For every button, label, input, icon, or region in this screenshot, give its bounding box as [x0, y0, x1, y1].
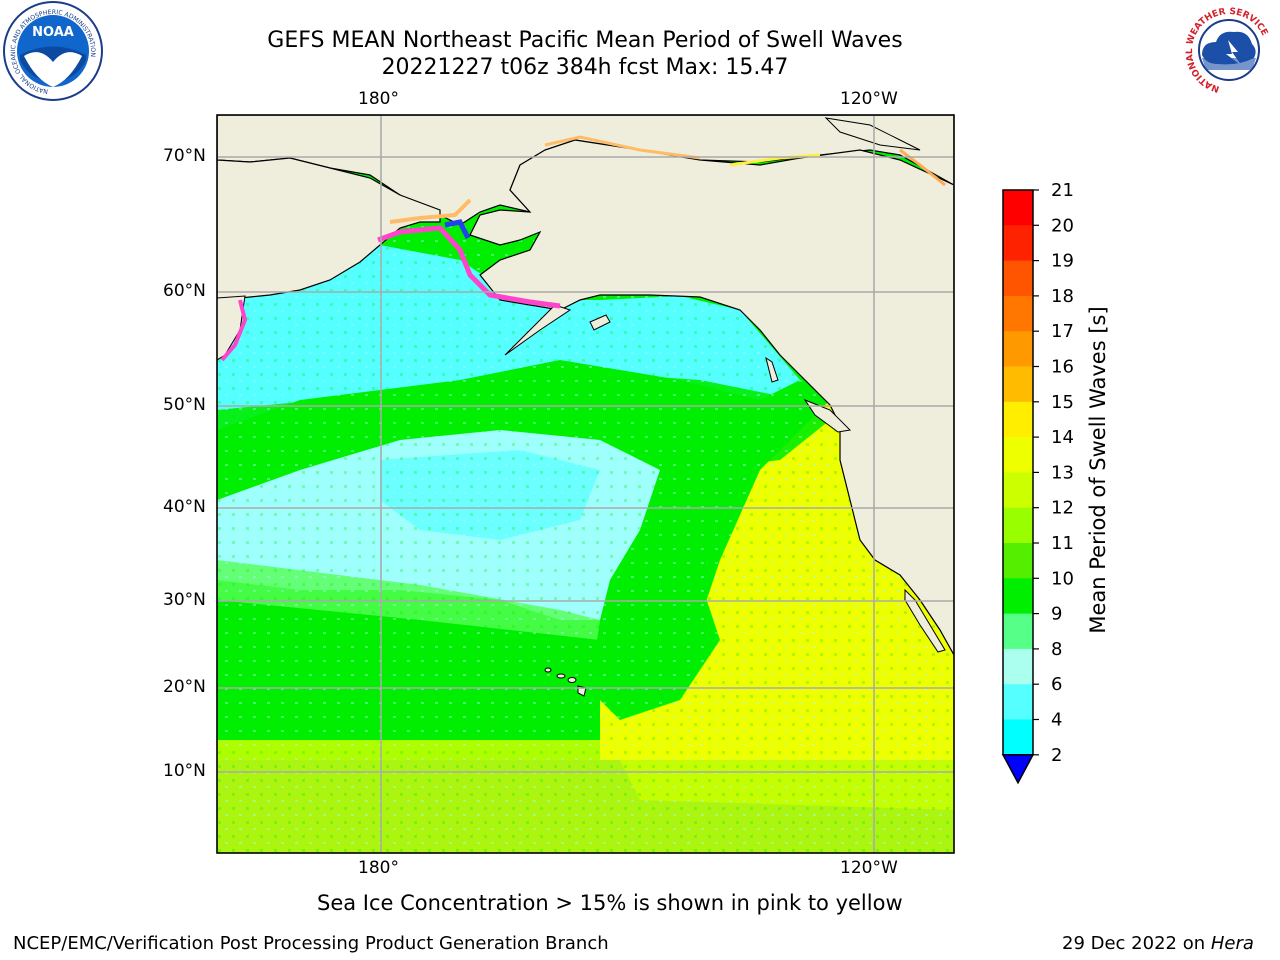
map-frame: [216, 114, 955, 854]
lon-label-bottom-180: 180°: [358, 858, 399, 878]
colorbar-tick-label: 11: [1051, 533, 1074, 554]
lat-label-20n: 20°N: [163, 677, 206, 697]
sea-ice-bering: [377, 225, 561, 309]
colorbar-segment: [1003, 648, 1033, 685]
colorbar-tick-label: 20: [1051, 215, 1074, 236]
colorbar-tick-label: 16: [1051, 357, 1074, 378]
footer-branch: NCEP/EMC/Verification Post Processing Pr…: [13, 933, 609, 954]
colorbar-segment: [1003, 331, 1033, 367]
colorbar-tick-label: 21: [1051, 180, 1074, 201]
sea-ice-arctic: [544, 135, 701, 160]
colorbar-segment: [1003, 401, 1033, 438]
colorbar-label: Mean Period of Swell Waves [s]: [1086, 306, 1110, 634]
lon-label-top-120w: 120°W: [840, 89, 898, 109]
map-subtitle: 20221227 t06z 384h fcst Max: 15.47: [381, 55, 789, 80]
colorbar-segment: [1003, 260, 1033, 297]
noaa-logo: NATIONAL OCEANIC AND ATMOSPHERIC ADMINIS…: [3, 1, 103, 101]
colorbar-tick-label: 8: [1051, 639, 1062, 660]
colorbar-segment: [1003, 437, 1033, 473]
colorbar-segment: [1003, 366, 1033, 403]
colorbar-segment: [1003, 507, 1033, 544]
colorbar-tick-label: 6: [1051, 674, 1062, 695]
lat-label-70n: 70°N: [163, 146, 206, 166]
graticule: [217, 115, 954, 853]
footer-host: Hera: [1210, 933, 1254, 954]
colorbar-segment: [1003, 295, 1033, 332]
sea-ice-note: Sea Ice Concentration > 15% is shown in …: [317, 891, 903, 915]
colorbar-segment: [1003, 225, 1033, 262]
sea-ice-okhotsk: [220, 299, 248, 362]
colorbar-segment: [1003, 190, 1033, 226]
noaa-text: NOAA: [32, 25, 74, 40]
lat-label-50n: 50°N: [163, 395, 206, 415]
lon-label-top-180: 180°: [358, 89, 399, 109]
colorbar-tick-label: 14: [1051, 427, 1074, 448]
colorbar-segment: [1003, 543, 1033, 579]
colorbar-tick-label: 2: [1051, 745, 1062, 766]
map-title: GEFS MEAN Northeast Pacific Mean Period …: [267, 28, 903, 53]
colorbar-tick-label: 15: [1051, 392, 1074, 413]
colorbar-tick-label: 18: [1051, 286, 1074, 307]
footer-date-text: 29 Dec 2022 on: [1062, 933, 1206, 954]
lat-label-30n: 30°N: [163, 590, 206, 610]
lat-label-60n: 60°N: [163, 281, 206, 301]
nws-logo: NATIONAL WEATHER SERVICE: [1182, 3, 1276, 97]
colorbar-segment: [1003, 719, 1033, 756]
land-siberia: [217, 115, 441, 301]
colorbar-segment: [1003, 684, 1033, 720]
colorbar-segment: [1003, 613, 1033, 650]
lat-label-40n: 40°N: [163, 497, 206, 517]
lat-label-10n: 10°N: [163, 761, 206, 781]
colorbar-segment: [1003, 578, 1033, 615]
colorbar-tick-label: 17: [1051, 321, 1074, 342]
colorbar-tick-label: 9: [1051, 604, 1062, 625]
land-north-america: [469, 139, 954, 657]
colorbar-tick-label: 4: [1051, 710, 1062, 731]
colorbar-tick-label: 19: [1051, 251, 1074, 272]
colorbar: 21 20 19 18 17 16 15 14 13 12 11 10 9 8 6 4 2: [1001, 180, 1074, 785]
lon-label-bottom-120w: 120°W: [840, 858, 898, 878]
colorbar-segment: [1003, 472, 1033, 509]
map-area: [217, 115, 954, 853]
footer-date: 29 Dec 2022 on Hera: [1062, 933, 1254, 954]
colorbar-tick-label: 13: [1051, 462, 1074, 483]
colorbar-tick-label: 12: [1051, 498, 1074, 519]
colorbar-tick-label: 10: [1051, 568, 1074, 589]
colorbar-extend-arrow: [1001, 754, 1035, 785]
